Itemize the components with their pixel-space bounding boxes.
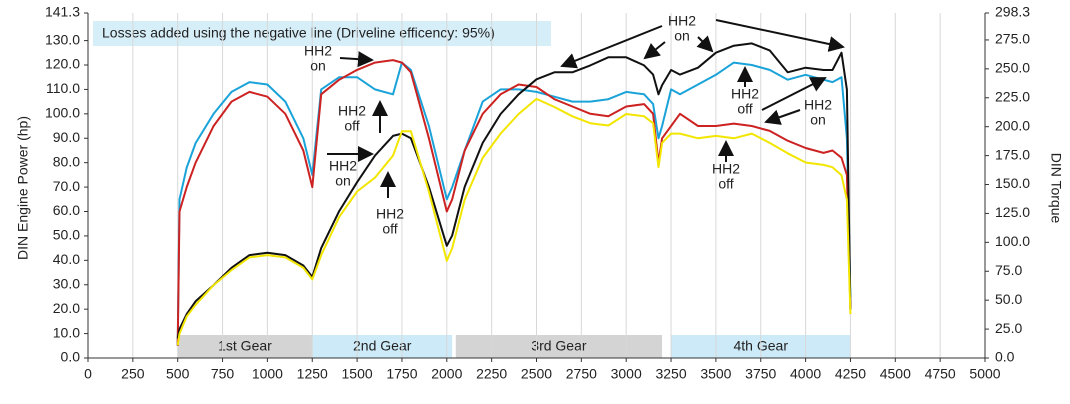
y-tick-label: 50.0 (53, 227, 80, 243)
gear-label: 3rd Gear (531, 338, 587, 354)
y2-tick-label: 50.0 (995, 291, 1022, 307)
x-tick-label: 3000 (611, 366, 642, 382)
y2-tick-label: 175.0 (995, 146, 1030, 162)
annotation: HH2 (304, 43, 332, 59)
series-line (176, 61, 852, 346)
series-line (176, 59, 852, 346)
y-tick-label: 70.0 (53, 178, 80, 194)
gear-band (312, 335, 453, 358)
x-tick-label: 4500 (880, 366, 911, 382)
gear-label: 2nd Gear (353, 338, 412, 354)
y2-tick-label: 25.0 (995, 320, 1022, 336)
y-tick-label: 0.0 (61, 349, 81, 365)
x-tick-label: 0 (84, 366, 92, 382)
annotation: HH2 (731, 86, 759, 102)
y2-tick-label: 75.0 (995, 262, 1022, 278)
y2-tick-label: 250.0 (995, 60, 1030, 76)
x-tick-label: 2000 (431, 366, 462, 382)
annotation: HH2 (338, 103, 366, 119)
x-tick-label: 2500 (521, 366, 552, 382)
x-tick-label: 3750 (745, 366, 776, 382)
y2-tick-label: 125.0 (995, 204, 1030, 220)
y-tick-label: 40.0 (53, 251, 80, 267)
gear-label: 1st Gear (218, 338, 272, 354)
y2-tick-label: 0.0 (995, 349, 1015, 365)
y-tick-label: 30.0 (53, 275, 80, 291)
x-tick-label: 4750 (925, 366, 956, 382)
annotation: on (310, 58, 326, 74)
x-tick-label: 500 (166, 366, 190, 382)
annotation-arrow (715, 19, 845, 52)
annotation-arrow (339, 51, 374, 68)
annotation: HH2 (329, 158, 357, 174)
y-tick-label: 20.0 (53, 300, 80, 316)
y2-tick-label: 225.0 (995, 88, 1030, 104)
annotation: off (382, 221, 397, 237)
gear-band (455, 335, 663, 358)
annotation-arrow (560, 25, 663, 69)
annotation: HH2 (668, 13, 696, 29)
note-box (93, 21, 551, 46)
y2-tick-label: 275.0 (995, 31, 1030, 47)
annotation-arrow (764, 109, 801, 125)
annotation: HH2 (376, 206, 404, 222)
y-tick-label: 141.3 (45, 4, 80, 20)
annotation: on (674, 28, 690, 44)
y2-tick-label: 298.3 (995, 4, 1030, 20)
y-axis-title: DIN Engine Power (hp) (15, 116, 31, 260)
annotation: HH2 (712, 161, 740, 177)
annotation: off (718, 176, 733, 192)
y-tick-label: 130.0 (45, 31, 80, 47)
y-tick-label: 110.0 (46, 80, 80, 96)
y2-axis-title: DIN Torque (1048, 153, 1064, 224)
x-tick-label: 2250 (476, 366, 507, 382)
x-tick-label: 1500 (342, 366, 373, 382)
gear-band (177, 335, 313, 358)
annotation: on (335, 173, 351, 189)
x-tick-label: 750 (211, 366, 235, 382)
annotation: on (810, 112, 826, 128)
series-line (176, 97, 852, 346)
y2-tick-label: 200.0 (995, 117, 1030, 133)
x-tick-label: 3500 (700, 366, 731, 382)
annotation: off (344, 118, 359, 134)
x-tick-label: 4000 (790, 366, 821, 382)
x-tick-label: 1000 (252, 366, 283, 382)
x-tick-label: 1750 (386, 366, 417, 382)
series-line (176, 42, 852, 339)
y2-tick-label: 150.0 (995, 175, 1030, 191)
y2-tick-label: 100.0 (995, 233, 1030, 249)
y-tick-label: 60.0 (53, 202, 80, 218)
note: Losses added using the negative line (Dr… (102, 25, 495, 41)
annotation: off (737, 101, 752, 117)
x-tick-label: 3250 (655, 366, 686, 382)
annotation: HH2 (804, 97, 832, 113)
x-tick-label: 5000 (969, 366, 1000, 382)
x-tick-label: 1250 (297, 366, 328, 382)
annotation-arrow (761, 77, 827, 111)
y-tick-label: 10.0 (53, 324, 80, 340)
annotation-arrow (696, 35, 714, 53)
x-tick-label: 2750 (566, 366, 597, 382)
y-tick-label: 120.0 (45, 56, 80, 72)
annotation-arrow (643, 41, 666, 60)
x-tick-label: 4250 (835, 366, 866, 382)
y-tick-label: 90.0 (53, 129, 80, 145)
y-tick-label: 100.0 (45, 105, 80, 121)
x-tick-label: 250 (121, 366, 145, 382)
y-tick-label: 80.0 (53, 153, 80, 169)
